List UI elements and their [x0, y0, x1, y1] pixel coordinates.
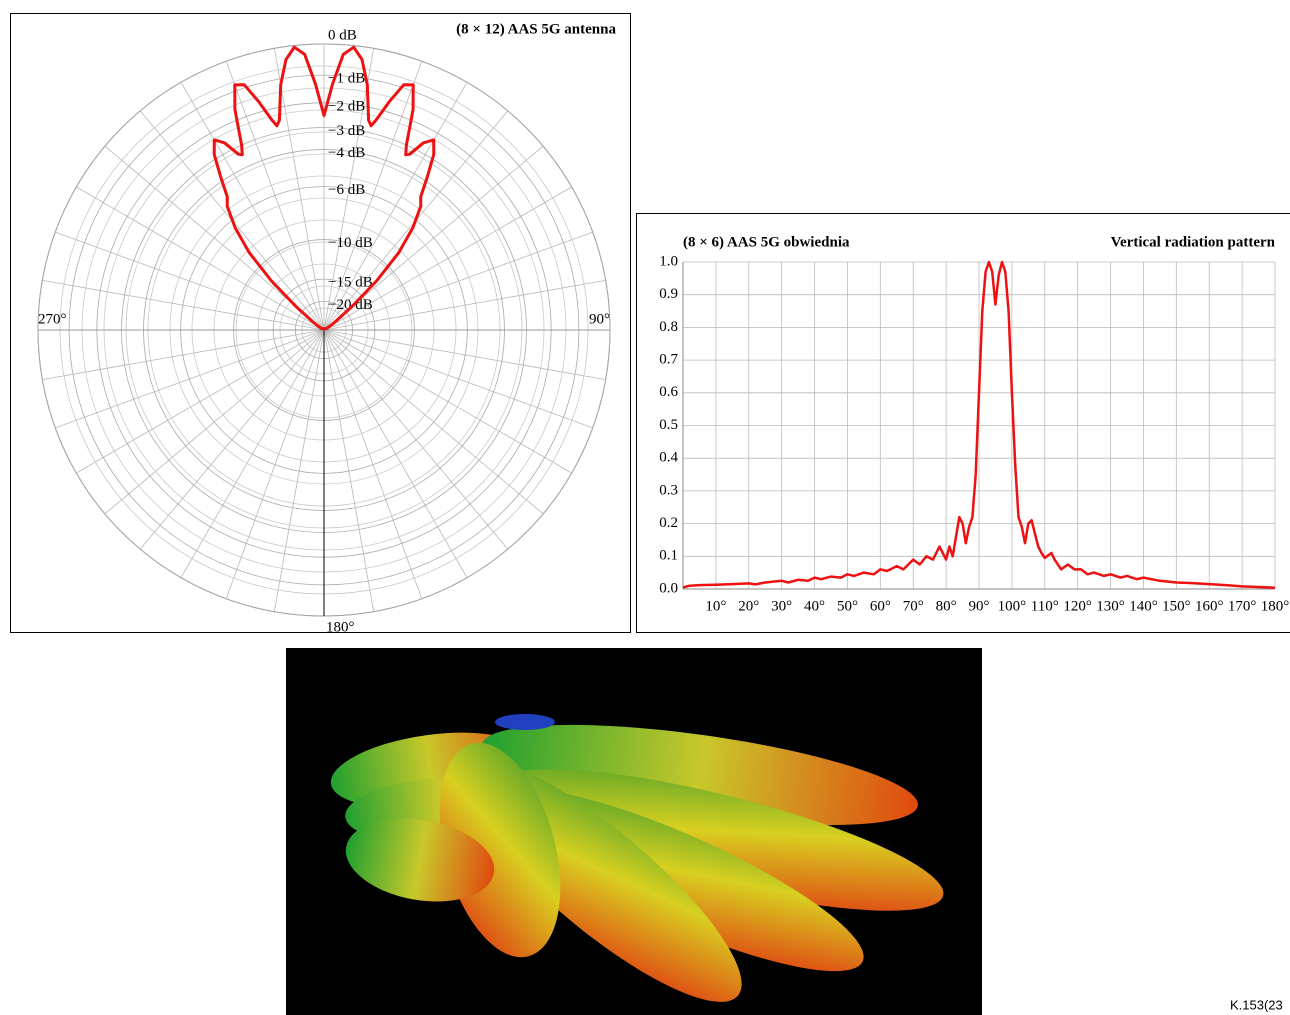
y-tick-label: 0.5	[659, 417, 678, 433]
pattern-line	[212, 45, 436, 331]
x-tick-label: 140°	[1129, 598, 1158, 614]
x-tick-label: 70°	[903, 598, 924, 614]
x-tick-label: 170°	[1228, 598, 1257, 614]
line-title: (8 × 6) AAS 5G obwiednia	[683, 234, 850, 250]
antenna-3d-image	[286, 648, 982, 1015]
line-subtitle: Vertical radiation pattern	[1111, 234, 1276, 250]
y-tick-label: 0.0	[659, 580, 678, 596]
x-tick-label: 150°	[1162, 598, 1191, 614]
x-tick-label: 180°	[1261, 598, 1290, 614]
x-tick-label: 50°	[837, 598, 858, 614]
y-tick-label: 0.1	[659, 548, 678, 564]
x-tick-label: 120°	[1063, 598, 1092, 614]
y-tick-label: 0.4	[659, 450, 678, 466]
r-tick-label: −3 dB	[328, 123, 365, 139]
r-tick-label: −20 dB	[328, 297, 373, 313]
x-tick-label: 160°	[1195, 598, 1224, 614]
y-tick-label: 0.7	[659, 352, 678, 368]
x-tick-label: 110°	[1031, 598, 1059, 614]
pattern-line	[682, 260, 1276, 589]
y-tick-label: 0.9	[659, 286, 678, 302]
r-tick-label: −2 dB	[328, 98, 365, 114]
x-tick-label: 130°	[1096, 598, 1125, 614]
x-tick-label: 100°	[998, 598, 1027, 614]
x-tick-label: 90°	[969, 598, 990, 614]
x-tick-label: 60°	[870, 598, 891, 614]
r-tick-label: −10 dB	[328, 235, 373, 251]
polar-title: (8 × 12) AAS 5G antenna	[456, 21, 616, 37]
x-tick-label: 10°	[705, 598, 726, 614]
r-tick-label: −6 dB	[328, 182, 365, 198]
theta-tick-label: 90°	[589, 311, 610, 327]
r-tick-label: −4 dB	[328, 145, 365, 161]
y-tick-label: 1.0	[659, 253, 678, 269]
line-frame	[636, 213, 1290, 633]
x-tick-label: 20°	[738, 598, 759, 614]
polar-frame	[10, 13, 631, 633]
y-tick-label: 0.6	[659, 384, 678, 400]
x-tick-label: 80°	[936, 598, 957, 614]
theta-tick-label: 180°	[326, 619, 355, 635]
y-tick-label: 0.3	[659, 482, 678, 498]
theta-tick-label: 270°	[38, 311, 67, 327]
figure-id: K.153(23	[1230, 997, 1283, 1012]
x-tick-label: 30°	[771, 598, 792, 614]
y-tick-label: 0.2	[659, 515, 678, 531]
y-tick-label: 0.8	[659, 319, 678, 335]
x-tick-label: 40°	[804, 598, 825, 614]
r-tick-label: −15 dB	[328, 275, 373, 291]
r-tick-label: 0 dB	[328, 27, 357, 43]
